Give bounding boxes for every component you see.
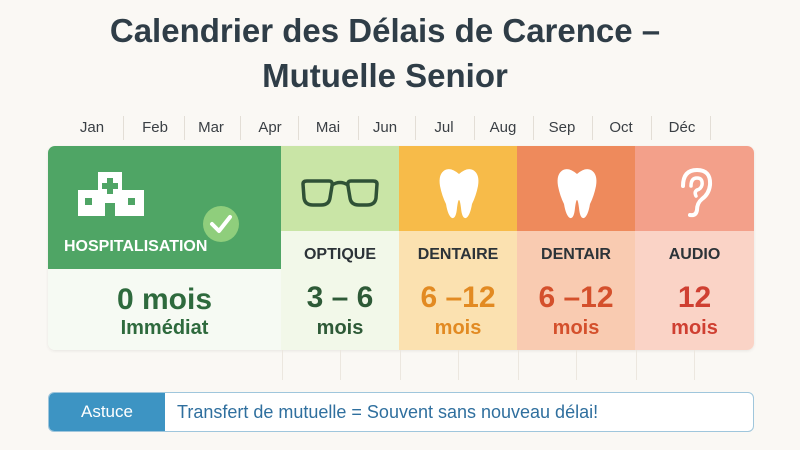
- month-label: Feb: [142, 119, 168, 136]
- tip-tag: Astuce: [49, 393, 165, 431]
- month-divider: [415, 116, 416, 140]
- waiting-period-sub: mois: [671, 317, 718, 339]
- waiting-period-sub: Immédiat: [120, 317, 209, 339]
- waiting-period-sub: mois: [434, 317, 482, 339]
- waiting-period-value: 6 –12: [538, 281, 614, 314]
- waiting-period-sub: mois: [316, 317, 364, 339]
- month-divider: [240, 116, 241, 140]
- grid-line: [340, 350, 341, 380]
- month-divider: [298, 116, 299, 140]
- segment-hospitalisation: HOSPITALISATION 0 mois Immédiat: [48, 146, 281, 350]
- month-divider: [184, 116, 185, 140]
- segment-header: [281, 146, 399, 231]
- category-label: HOSPITALISATION: [64, 238, 208, 255]
- hospital-icon: [78, 172, 144, 216]
- ear-icon: [681, 167, 713, 218]
- month-label: Sep: [548, 119, 576, 136]
- title-line-2: Mutuelle Senior: [262, 57, 508, 94]
- grid-line: [694, 350, 695, 380]
- tip-banner: Astuce Transfert de mutuelle = Souvent s…: [48, 392, 754, 432]
- month-label: Déc: [668, 119, 696, 136]
- segment-body: [517, 231, 635, 350]
- category-label: OPTIQUE: [303, 246, 376, 263]
- month-label: Mar: [198, 119, 224, 136]
- month-divider: [474, 116, 475, 140]
- category-label: AUDIO: [668, 246, 721, 263]
- month-divider: [592, 116, 593, 140]
- category-label: DENTAIR: [541, 246, 611, 263]
- month-divider: [533, 116, 534, 140]
- month-label: Oct: [609, 119, 633, 136]
- page-title: Calendrier des Délais de Carence – Mutue…: [0, 8, 770, 98]
- segment-body: [399, 231, 517, 350]
- tooth-icon: [439, 169, 479, 219]
- month-label: Aug: [489, 119, 517, 136]
- waiting-period-timeline: HOSPITALISATION 0 mois Immédiat OPTIQUE …: [48, 146, 754, 350]
- month-divider: [123, 116, 124, 140]
- segment-body: [281, 231, 399, 350]
- title-line-1: Calendrier des Délais de Carence –: [109, 12, 661, 49]
- grid-line: [400, 350, 401, 380]
- month-label: Mai: [315, 119, 341, 136]
- waiting-period-value: 3 – 6: [306, 281, 374, 314]
- waiting-period-value: 0 mois: [116, 283, 213, 316]
- tooth-icon: [557, 169, 597, 219]
- tip-text: Transfert de mutuelle = Souvent sans nou…: [177, 402, 599, 422]
- grid-line: [518, 350, 519, 380]
- grid-line: [458, 350, 459, 380]
- segment-body: [635, 231, 754, 350]
- month-label: Jun: [372, 119, 398, 136]
- segment-optique: OPTIQUE 3 – 6 mois: [281, 146, 399, 350]
- grid-line: [576, 350, 577, 380]
- grid-line: [636, 350, 637, 380]
- month-divider: [651, 116, 652, 140]
- glasses-icon: [301, 179, 379, 207]
- segment-dentair: DENTAIR 6 –12 mois: [517, 146, 635, 350]
- segment-dentaire: DENTAIRE 6 –12 mois: [399, 146, 517, 350]
- month-axis: Jan Feb Mar Apr Mai Jun Jul Aug Sep Oct …: [48, 112, 754, 144]
- waiting-period-value: 6 –12: [420, 281, 496, 314]
- segment-audio: AUDIO 12 mois: [635, 146, 754, 350]
- month-label: Jan: [79, 119, 105, 136]
- month-label: Jul: [434, 119, 454, 136]
- category-label: DENTAIRE: [417, 246, 499, 263]
- grid-line: [282, 350, 283, 380]
- check-icon: [203, 206, 239, 242]
- segment-header: [635, 146, 754, 231]
- waiting-period-sub: mois: [552, 317, 600, 339]
- month-label: Apr: [258, 119, 282, 136]
- month-divider: [710, 116, 711, 140]
- segment-body: [48, 269, 281, 350]
- month-divider: [358, 116, 359, 140]
- waiting-period-value: 12: [677, 281, 712, 314]
